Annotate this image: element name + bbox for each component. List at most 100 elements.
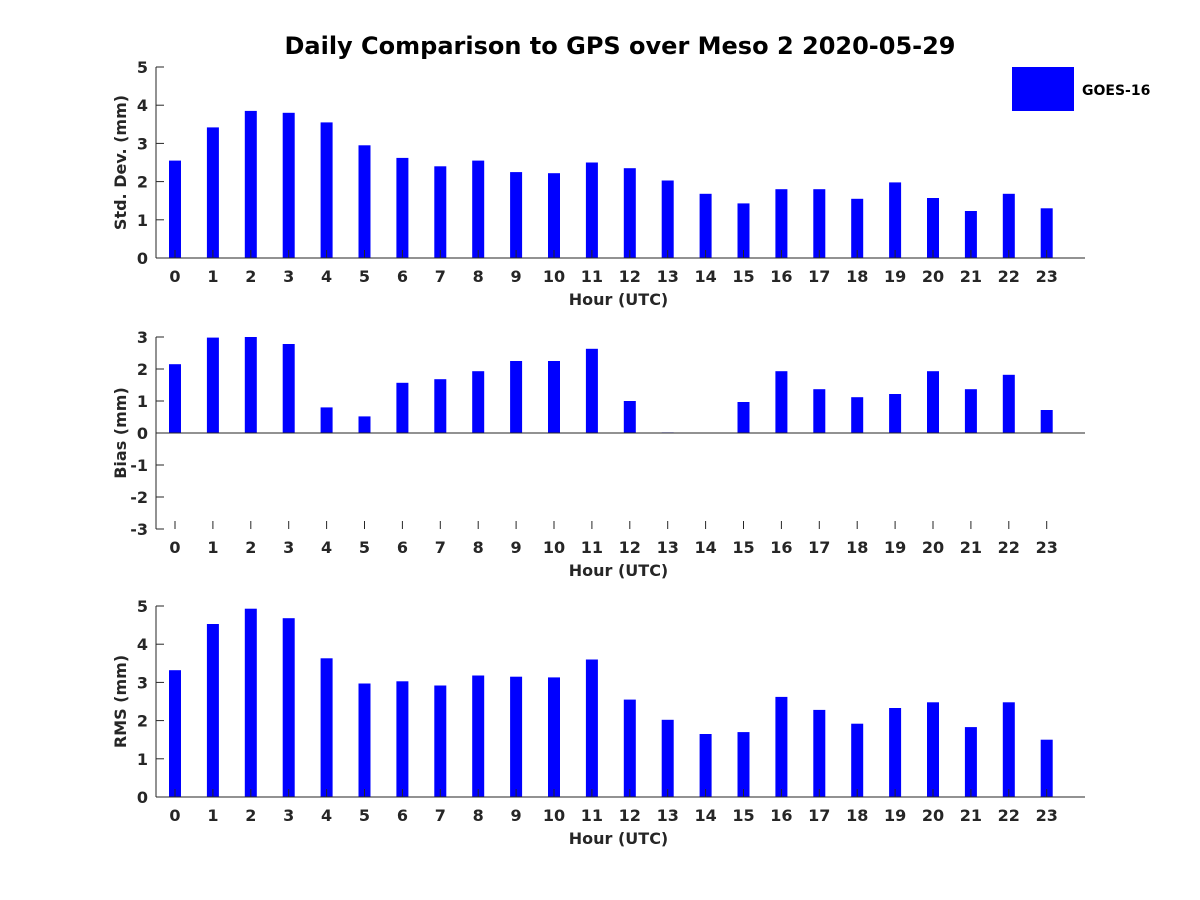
x-tick-label: 16 — [770, 806, 792, 825]
y-tick-label: 3 — [137, 673, 148, 692]
bar-hour-8 — [472, 160, 485, 258]
y-tick-label: -2 — [130, 488, 148, 507]
x-tick-label: 1 — [207, 267, 218, 286]
x-tick-label: 22 — [998, 267, 1020, 286]
bar-hour-5 — [358, 145, 371, 258]
y-tick-label: 2 — [137, 360, 148, 379]
x-tick-label: 12 — [619, 806, 641, 825]
x-tick-label: 5 — [359, 538, 370, 557]
x-tick-label: 6 — [397, 267, 408, 286]
bar-hour-1 — [206, 127, 219, 259]
bar-hour-4 — [320, 407, 333, 433]
x-tick-label: 18 — [846, 538, 868, 557]
bar-hour-6 — [396, 157, 409, 258]
x-tick-label: 1 — [207, 538, 218, 557]
y-tick-label: -3 — [130, 520, 148, 539]
bar-hour-21 — [964, 211, 977, 258]
bar-hour-22 — [1002, 374, 1015, 433]
y-tick-label: 2 — [137, 712, 148, 731]
legend: GOES-16 — [1012, 67, 1150, 111]
x-tick-label: 14 — [694, 806, 716, 825]
x-tick-label: 3 — [283, 538, 294, 557]
x-tick-label: 10 — [543, 267, 565, 286]
x-tick-label: 12 — [619, 267, 641, 286]
bar-hour-7 — [434, 166, 447, 258]
x-tick-label: 2 — [245, 267, 256, 286]
bar-hour-16 — [775, 371, 788, 433]
y-tick-label: 5 — [137, 597, 148, 616]
x-tick-label: 3 — [283, 806, 294, 825]
bar-hour-0 — [169, 364, 181, 433]
y-tick-label: 0 — [137, 424, 148, 443]
bar-hour-20 — [927, 371, 939, 433]
x-tick-label: 16 — [770, 538, 792, 557]
y-axis-label: Std. Dev. (mm) — [111, 95, 130, 230]
x-tick-label: 23 — [1036, 267, 1058, 286]
x-axis-label: Hour (UTC) — [569, 290, 669, 309]
bar-hour-19 — [889, 708, 902, 797]
x-tick-label: 17 — [808, 267, 830, 286]
x-tick-label: 19 — [884, 267, 906, 286]
bar-hour-19 — [889, 182, 902, 258]
x-tick-label: 7 — [435, 538, 446, 557]
bar-hour-12 — [623, 401, 636, 433]
x-tick-label: 8 — [473, 538, 484, 557]
x-tick-label: 11 — [581, 806, 603, 825]
x-tick-label: 2 — [245, 806, 256, 825]
y-tick-label: 3 — [137, 328, 148, 347]
x-tick-label: 6 — [397, 806, 408, 825]
bar-hour-17 — [813, 389, 826, 433]
bar-hour-2 — [244, 110, 257, 259]
x-axis-label: Hour (UTC) — [569, 829, 669, 848]
bar-hour-18 — [851, 723, 864, 797]
bar-hour-23 — [1040, 739, 1053, 797]
y-tick-label: -1 — [130, 456, 148, 475]
y-tick-label: 1 — [137, 392, 148, 411]
bar-hour-1 — [206, 624, 219, 797]
x-tick-label: 15 — [732, 267, 754, 286]
x-tick-label: 17 — [808, 806, 830, 825]
bar-hour-13 — [661, 719, 674, 797]
x-tick-label: 22 — [998, 538, 1020, 557]
bar-hour-22 — [1002, 702, 1015, 797]
bar-hour-23 — [1040, 410, 1053, 433]
x-tick-label: 19 — [884, 538, 906, 557]
bar-hour-15 — [737, 732, 750, 797]
bar-hour-4 — [320, 122, 333, 259]
bar-hour-10 — [548, 677, 560, 797]
y-tick-label: 0 — [137, 249, 148, 268]
x-tick-label: 1 — [207, 806, 218, 825]
bar-hour-9 — [510, 361, 523, 433]
x-tick-label: 7 — [435, 806, 446, 825]
x-tick-label: 17 — [808, 538, 830, 557]
legend-swatch — [1012, 67, 1074, 111]
bar-hour-11 — [585, 348, 598, 433]
bar-hour-21 — [964, 389, 977, 433]
x-tick-label: 18 — [846, 806, 868, 825]
x-tick-label: 0 — [169, 806, 180, 825]
y-tick-label: 5 — [137, 58, 148, 77]
y-axis-label: Bias (mm) — [111, 387, 130, 479]
x-tick-label: 20 — [922, 538, 944, 557]
bar-hour-23 — [1040, 208, 1053, 258]
y-tick-label: 1 — [137, 211, 148, 230]
bar-hour-7 — [434, 685, 447, 797]
bar-hour-8 — [472, 371, 485, 433]
x-tick-label: 7 — [435, 267, 446, 286]
bar-hour-6 — [396, 681, 409, 797]
bar-hour-16 — [775, 696, 788, 797]
bar-hour-12 — [623, 168, 636, 258]
x-tick-label: 5 — [359, 267, 370, 286]
x-tick-label: 23 — [1036, 806, 1058, 825]
bar-hour-0 — [169, 670, 181, 797]
x-tick-label: 10 — [543, 538, 565, 557]
bar-hour-9 — [510, 676, 523, 797]
bar-hour-5 — [358, 416, 371, 433]
bar-hour-3 — [282, 344, 295, 433]
x-tick-label: 9 — [511, 538, 522, 557]
bar-hour-14 — [699, 193, 712, 258]
bar-hour-5 — [358, 683, 371, 797]
